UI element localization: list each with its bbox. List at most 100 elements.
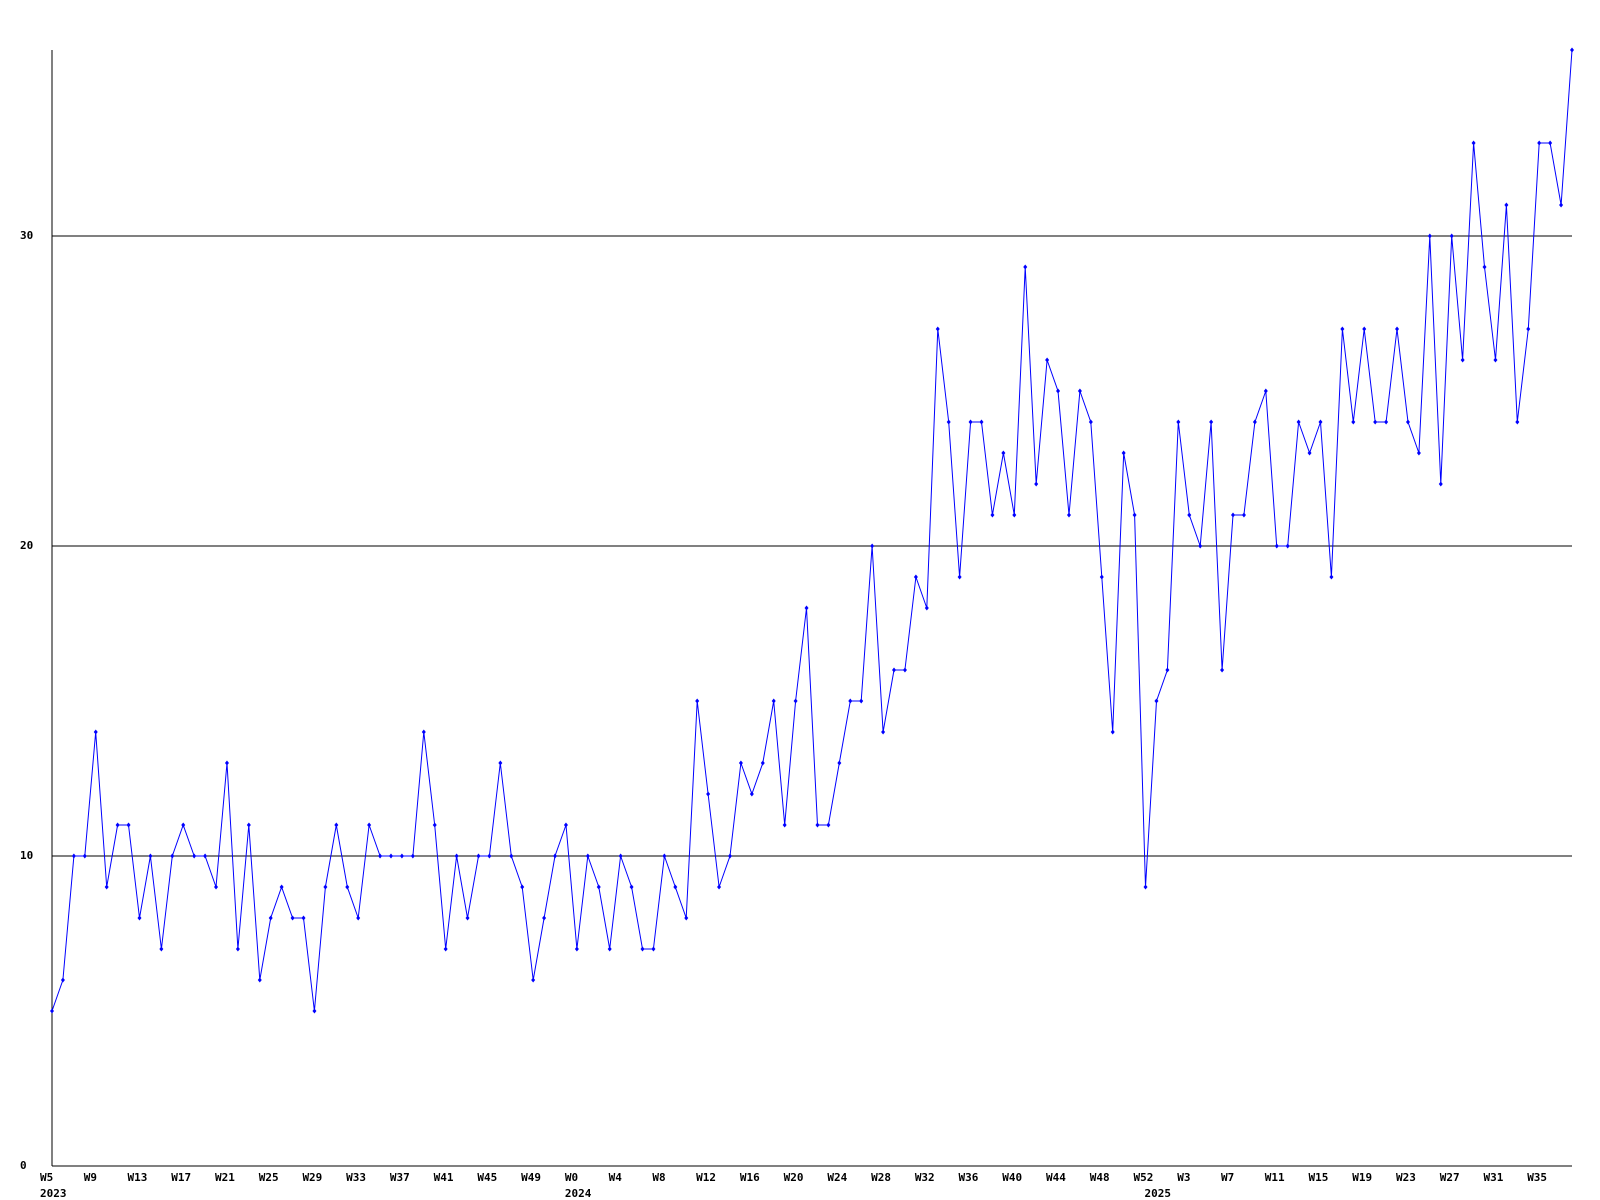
data-point xyxy=(1318,419,1323,425)
x-tick-label: W19 xyxy=(1352,1171,1372,1184)
data-point xyxy=(1285,543,1290,549)
x-tick-label: W40 xyxy=(1002,1171,1022,1184)
data-point xyxy=(1034,481,1039,487)
data-point xyxy=(553,853,558,859)
data-point xyxy=(93,729,98,735)
data-point xyxy=(793,698,798,704)
data-point xyxy=(1110,729,1115,735)
data-point xyxy=(465,915,470,921)
data-point xyxy=(574,946,579,952)
data-point xyxy=(771,698,776,704)
data-point xyxy=(203,853,208,859)
data-point xyxy=(1077,388,1082,394)
data-point xyxy=(170,853,175,859)
data-point xyxy=(695,698,700,704)
data-point xyxy=(1154,698,1159,704)
data-point xyxy=(881,729,886,735)
data-point xyxy=(1405,419,1410,425)
data-point xyxy=(312,1008,317,1014)
data-point xyxy=(399,853,404,859)
x-tick-label: W17 xyxy=(171,1171,191,1184)
year-label: 2023 xyxy=(40,1187,67,1200)
x-tick-label: W20 xyxy=(784,1171,804,1184)
data-point xyxy=(104,884,109,890)
data-point xyxy=(1395,326,1400,332)
data-point xyxy=(859,698,864,704)
data-point xyxy=(1165,667,1170,673)
data-point xyxy=(1012,512,1017,518)
data-point xyxy=(1121,450,1126,456)
data-point xyxy=(727,853,732,859)
x-tick-label: W28 xyxy=(871,1171,891,1184)
data-point xyxy=(563,822,568,828)
data-point xyxy=(60,977,65,983)
x-tick-label: W0 xyxy=(565,1171,578,1184)
data-point xyxy=(585,853,590,859)
year-label: 2025 xyxy=(1144,1187,1171,1200)
data-point xyxy=(1570,47,1574,53)
data-point xyxy=(1537,140,1542,146)
data-point xyxy=(804,605,809,611)
data-point xyxy=(356,915,361,921)
data-point xyxy=(192,853,197,859)
x-tick-label: W27 xyxy=(1440,1171,1460,1184)
data-point xyxy=(1329,574,1334,580)
x-tick-label: W8 xyxy=(652,1171,665,1184)
data-point xyxy=(935,326,940,332)
data-point xyxy=(673,884,678,890)
x-tick-label: W23 xyxy=(1396,1171,1416,1184)
data-point xyxy=(531,977,536,983)
y-tick-label: 10 xyxy=(20,849,33,862)
data-point xyxy=(826,822,831,828)
data-point xyxy=(596,884,601,890)
data-point xyxy=(509,853,514,859)
data-point xyxy=(924,605,929,611)
data-point xyxy=(334,822,339,828)
data-point xyxy=(607,946,612,952)
data-point xyxy=(1056,388,1061,394)
data-point xyxy=(782,822,787,828)
data-point xyxy=(279,884,284,890)
x-tick-label: W37 xyxy=(390,1171,410,1184)
data-point xyxy=(1023,264,1028,270)
data-point xyxy=(214,884,219,890)
x-tick-label: W11 xyxy=(1265,1171,1285,1184)
data-line xyxy=(51,49,1573,1012)
data-point xyxy=(1460,357,1465,363)
data-point xyxy=(968,419,973,425)
x-tick-label: W16 xyxy=(740,1171,760,1184)
data-point xyxy=(235,946,240,952)
x-tick-label: W9 xyxy=(84,1171,97,1184)
data-point xyxy=(913,574,918,580)
data-point xyxy=(1504,202,1509,208)
data-point xyxy=(1373,419,1378,425)
data-point xyxy=(432,822,437,828)
x-tick-label: W33 xyxy=(346,1171,366,1184)
data-point xyxy=(1045,357,1050,363)
data-point xyxy=(487,853,492,859)
x-tick-label: W21 xyxy=(215,1171,235,1184)
x-tick-label: W36 xyxy=(959,1171,979,1184)
data-point xyxy=(1493,357,1498,363)
data-point xyxy=(618,853,623,859)
x-tick-label: W5 xyxy=(40,1171,53,1184)
data-point xyxy=(301,915,306,921)
data-point xyxy=(1231,512,1236,518)
data-point xyxy=(1449,233,1454,239)
x-tick-label: W32 xyxy=(915,1171,935,1184)
data-point xyxy=(848,698,853,704)
data-point xyxy=(738,760,743,766)
data-point xyxy=(1416,450,1421,456)
data-point xyxy=(892,667,897,673)
data-point xyxy=(662,853,667,859)
data-point xyxy=(159,946,164,952)
data-point xyxy=(421,729,426,735)
data-point xyxy=(1526,326,1531,332)
data-point xyxy=(1482,264,1487,270)
x-tick-label: W45 xyxy=(477,1171,497,1184)
data-point xyxy=(181,822,186,828)
data-point xyxy=(1252,419,1257,425)
x-tick-label: W13 xyxy=(127,1171,147,1184)
